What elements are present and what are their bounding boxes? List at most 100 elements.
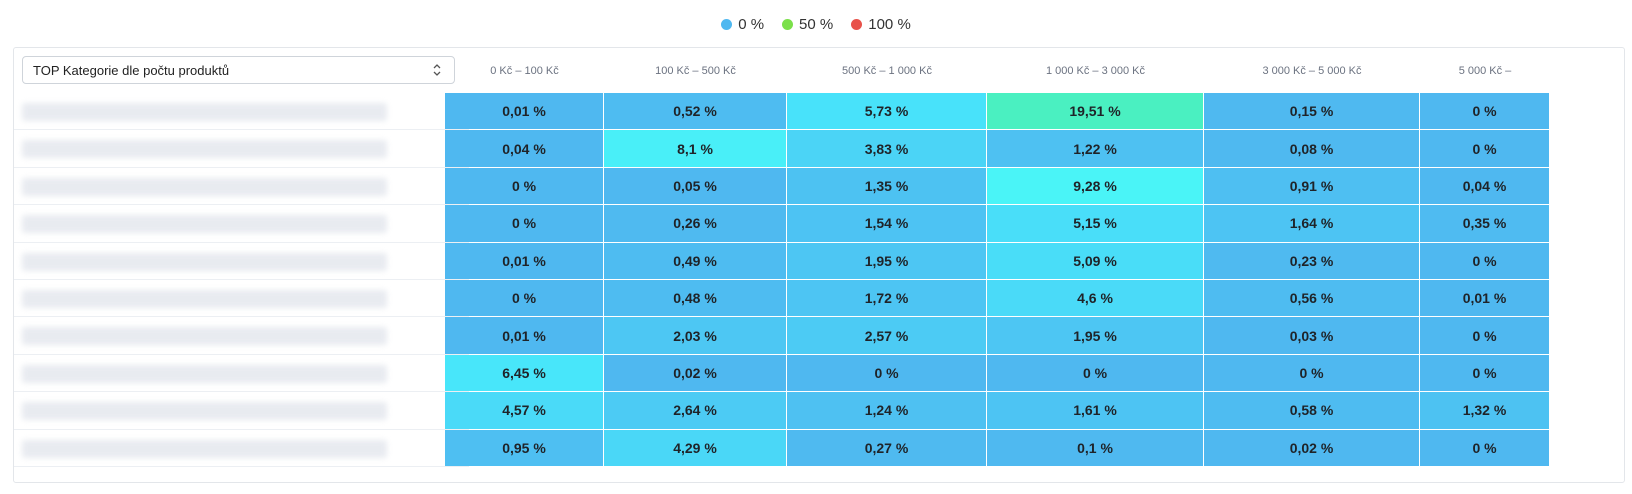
heatmap-cell[interactable]: 1,95 % bbox=[987, 317, 1204, 354]
heatmap-cell[interactable]: 0,15 % bbox=[1204, 93, 1420, 130]
heatmap-cell[interactable]: 0,03 % bbox=[1204, 317, 1420, 354]
heatmap-cell[interactable]: 0 % bbox=[445, 205, 604, 242]
column-header: 500 Kč – 1 000 Kč bbox=[842, 64, 932, 77]
row-label-redacted bbox=[22, 327, 387, 346]
legend-label: 0 % bbox=[738, 16, 765, 33]
column-header: 3 000 Kč – 5 000 Kč bbox=[1262, 64, 1362, 77]
heatmap-cell[interactable]: 0,48 % bbox=[604, 280, 787, 317]
heatmap-cell[interactable]: 2,64 % bbox=[604, 392, 787, 429]
legend-label: 100 % bbox=[868, 16, 911, 33]
heatmap-cell[interactable]: 4,6 % bbox=[987, 280, 1204, 317]
row-divider bbox=[14, 316, 469, 318]
heatmap-cell[interactable]: 0,95 % bbox=[445, 429, 604, 466]
column-header: 5 000 Kč – bbox=[1458, 64, 1512, 77]
heatmap-cell[interactable]: 1,54 % bbox=[787, 205, 987, 242]
heatmap-cell[interactable]: 0 % bbox=[787, 354, 987, 392]
heatmap-cell[interactable]: 0,1 % bbox=[987, 429, 1204, 466]
heatmap-cell[interactable]: 0 % bbox=[1420, 130, 1550, 167]
heatmap-cell[interactable]: 1,72 % bbox=[787, 280, 987, 317]
row-label-redacted bbox=[22, 177, 387, 196]
heatmap-cell[interactable]: 0 % bbox=[987, 354, 1204, 392]
category-select[interactable]: TOP Kategorie dle počtu produktů bbox=[22, 56, 455, 84]
table-row: 0 % 0,05 % 1,35 % 9,28 % 0,91 % 0,04 % bbox=[14, 167, 1624, 206]
heatmap-cell[interactable]: 1,61 % bbox=[987, 392, 1204, 429]
column-header: 0 Kč – 100 Kč bbox=[490, 64, 559, 77]
legend-item[interactable]: 0 % bbox=[721, 16, 764, 33]
heatmap-cell[interactable]: 0,23 % bbox=[1204, 242, 1420, 279]
heatmap-cell[interactable]: 3,83 % bbox=[787, 130, 987, 167]
heatmap-cell[interactable]: 0 % bbox=[1420, 354, 1550, 392]
heatmap-cell[interactable]: 0,01 % bbox=[1420, 280, 1550, 317]
row-label-redacted bbox=[22, 290, 387, 308]
heatmap-cell[interactable]: 0,05 % bbox=[604, 167, 787, 205]
table-header: TOP Kategorie dle počtu produktů 0 Kč – … bbox=[14, 48, 1624, 93]
heatmap-cell[interactable]: 1,22 % bbox=[987, 130, 1204, 167]
heatmap-cell[interactable]: 0 % bbox=[1420, 242, 1550, 279]
heatmap-cell[interactable]: 0,04 % bbox=[1420, 167, 1550, 205]
heatmap-cell[interactable]: 1,35 % bbox=[787, 167, 987, 205]
row-label-redacted bbox=[22, 364, 387, 383]
row-divider bbox=[14, 465, 469, 467]
heatmap-cell[interactable]: 1,64 % bbox=[1204, 205, 1420, 242]
row-label-redacted bbox=[22, 252, 387, 271]
heatmap-cell[interactable]: 0,02 % bbox=[1204, 429, 1420, 466]
heatmap-cell[interactable]: 0,26 % bbox=[604, 205, 787, 242]
heatmap-cell[interactable]: 19,51 % bbox=[987, 93, 1204, 130]
heatmap-cell[interactable]: 1,32 % bbox=[1420, 392, 1550, 429]
column-header: 1 000 Kč – 3 000 Kč bbox=[1045, 64, 1146, 77]
heatmap-cell[interactable]: 0 % bbox=[445, 167, 604, 205]
heatmap-cell[interactable]: 5,73 % bbox=[787, 93, 987, 130]
row-divider bbox=[14, 166, 469, 168]
table-row: 0 % 0,48 % 1,72 % 4,6 % 0,56 % 0,01 % bbox=[14, 280, 1624, 318]
heatmap-cell[interactable]: 0,56 % bbox=[1204, 280, 1420, 317]
heatmap-cell[interactable]: 5,15 % bbox=[987, 205, 1204, 242]
heatmap-cell[interactable]: 0 % bbox=[1420, 93, 1550, 130]
heatmap-cell[interactable]: 9,28 % bbox=[987, 167, 1204, 205]
heatmap-cell[interactable]: 2,03 % bbox=[604, 317, 787, 354]
row-divider bbox=[14, 278, 469, 280]
heatmap-cell[interactable]: 2,57 % bbox=[787, 317, 987, 354]
heatmap-cell[interactable]: 0 % bbox=[445, 280, 604, 317]
heatmap-cell[interactable]: 0 % bbox=[1204, 354, 1420, 392]
heatmap-cell[interactable]: 4,29 % bbox=[604, 429, 787, 466]
heatmap-cell[interactable]: 5,09 % bbox=[987, 242, 1204, 279]
table-row: 4,57 % 2,64 % 1,24 % 1,61 % 0,58 % 1,32 % bbox=[14, 392, 1624, 430]
heatmap-cell[interactable]: 0,52 % bbox=[604, 93, 787, 130]
heatmap-cell[interactable]: 0,01 % bbox=[445, 93, 604, 130]
legend-dot-icon bbox=[851, 19, 863, 30]
column-header: 100 Kč – 500 Kč bbox=[655, 64, 736, 77]
category-select-label: TOP Kategorie dle počtu produktů bbox=[33, 62, 230, 78]
heatmap-cell[interactable]: 6,45 % bbox=[445, 354, 604, 392]
heatmap-panel: TOP Kategorie dle počtu produktů 0 Kč – … bbox=[13, 47, 1625, 483]
heatmap-cell[interactable]: 0,35 % bbox=[1420, 205, 1550, 242]
heatmap-cell[interactable]: 0 % bbox=[1420, 317, 1550, 354]
heatmap-cell[interactable]: 0,08 % bbox=[1204, 130, 1420, 167]
heatmap-cell[interactable]: 8,1 % bbox=[604, 130, 787, 167]
heatmap-cell[interactable]: 1,24 % bbox=[787, 392, 987, 429]
row-label-redacted bbox=[22, 103, 387, 121]
legend-label: 50 % bbox=[799, 16, 834, 33]
legend-item[interactable]: 50 % bbox=[782, 16, 833, 33]
heatmap-cell[interactable]: 0,91 % bbox=[1204, 167, 1420, 205]
legend-dot-icon bbox=[782, 19, 794, 30]
row-divider bbox=[14, 391, 469, 393]
heatmap-cell[interactable]: 0 % bbox=[1420, 429, 1550, 466]
heatmap-cell[interactable]: 0,04 % bbox=[445, 130, 604, 167]
heatmap-cell[interactable]: 0,49 % bbox=[604, 242, 787, 279]
heatmap-cell[interactable]: 4,57 % bbox=[445, 392, 604, 429]
color-legend: 0 % 50 % 100 % bbox=[0, 16, 1632, 33]
heatmap-cell[interactable]: 0,58 % bbox=[1204, 392, 1420, 429]
table-row: 0,04 % 8,1 % 3,83 % 1,22 % 0,08 % 0 % bbox=[14, 130, 1624, 168]
table-row: 0,95 % 4,29 % 0,27 % 0,1 % 0,02 % 0 % bbox=[14, 429, 1624, 467]
table-row: 0 % 0,26 % 1,54 % 5,15 % 1,64 % 0,35 % bbox=[14, 205, 1624, 243]
legend-dot-icon bbox=[721, 19, 733, 30]
row-divider bbox=[14, 241, 469, 243]
heatmap-cell[interactable]: 1,95 % bbox=[787, 242, 987, 279]
heatmap-cell[interactable]: 0,02 % bbox=[604, 354, 787, 392]
row-label-redacted bbox=[22, 402, 387, 421]
heatmap-cell[interactable]: 0,01 % bbox=[445, 317, 604, 354]
heatmap-cell[interactable]: 0,01 % bbox=[445, 242, 604, 279]
row-divider bbox=[14, 353, 469, 355]
heatmap-cell[interactable]: 0,27 % bbox=[787, 429, 987, 466]
legend-item[interactable]: 100 % bbox=[851, 16, 911, 33]
